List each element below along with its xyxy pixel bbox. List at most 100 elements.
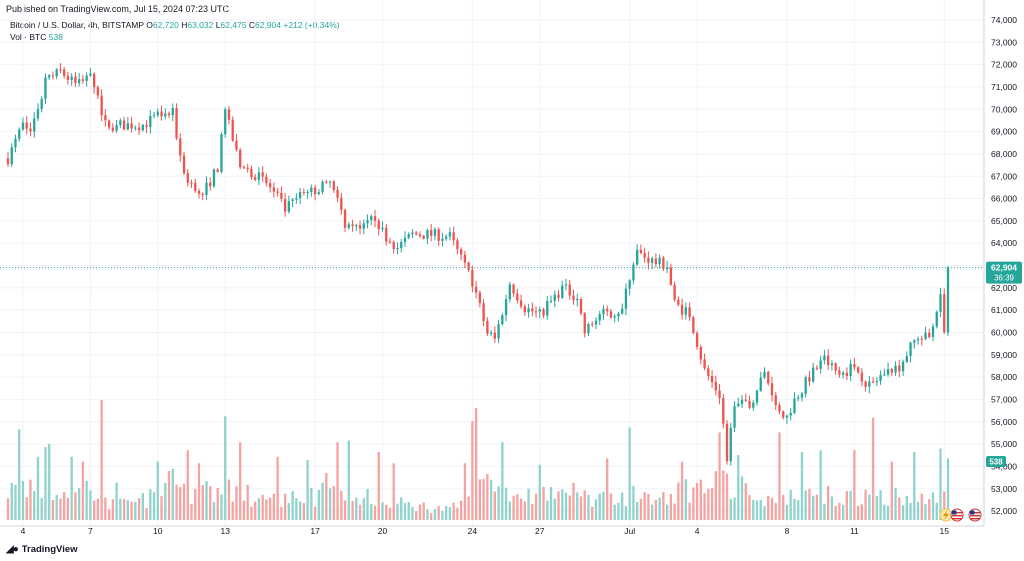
volume-bar (707, 488, 710, 520)
candle-body (890, 369, 893, 373)
open-value: 62,720 (152, 20, 179, 30)
volume-bar (883, 504, 886, 520)
volume-bar (160, 496, 163, 520)
candle-body (636, 249, 639, 265)
candle-body (295, 198, 298, 200)
volume-bar (452, 502, 455, 520)
candle-body (227, 109, 231, 120)
us-flag-icon[interactable] (968, 508, 982, 522)
candle-body (77, 79, 81, 84)
price-axis[interactable]: 52,00053,00054,00055,00056,00057,00058,0… (0, 0, 1017, 527)
us-flag-icon[interactable] (950, 508, 964, 522)
y-tick-label: 57,000 (991, 394, 1017, 404)
candle-body (579, 299, 583, 314)
event-icons[interactable] (939, 508, 982, 522)
volume-bar (265, 499, 268, 520)
volume-label[interactable]: Vol · BTC (10, 32, 47, 42)
volume-bar (85, 480, 88, 520)
y-tick-label: 59,000 (991, 350, 1017, 360)
volume-bar (474, 408, 478, 520)
candle-body (130, 123, 133, 129)
candle-body (868, 381, 871, 387)
volume-bar (426, 509, 429, 520)
volume-bar (347, 440, 350, 520)
volume-bar (943, 491, 946, 520)
volume-bar (448, 507, 452, 520)
volume-bar (886, 505, 890, 520)
candle-body (197, 190, 201, 194)
volume-bar (381, 502, 384, 520)
volume-bar (418, 504, 422, 520)
volume-bar (534, 493, 538, 520)
candle-body (871, 381, 875, 383)
volume-bar (486, 473, 489, 520)
candle-body (587, 324, 590, 334)
candle-body (557, 294, 560, 298)
volume-bar (336, 442, 339, 520)
volume-bar (268, 497, 272, 520)
candle-body (576, 299, 579, 301)
volume-bar (478, 479, 482, 520)
volume-bar (849, 490, 852, 520)
candle-body (613, 316, 616, 318)
volume-bar (636, 501, 639, 520)
tradingview-brand[interactable]: ◢● TradingView (6, 544, 78, 555)
candle-body (141, 124, 144, 131)
volume-bar (841, 504, 845, 520)
candle-body (137, 127, 141, 131)
volume-bar (916, 501, 920, 520)
volume-bar (81, 461, 85, 520)
candle-body (456, 240, 459, 250)
volume-bar (579, 496, 583, 520)
candle-body (561, 285, 564, 298)
symbol-name[interactable]: Bitcoin / U.S. Dollar, 4h, BITSTAMP (10, 20, 144, 30)
candle-body (321, 181, 324, 193)
volume-bar (111, 499, 115, 520)
candle-body (373, 216, 377, 221)
volume-bar (669, 493, 673, 520)
volume-bar (190, 504, 193, 520)
candle-body (564, 284, 568, 286)
candle-body (497, 324, 500, 339)
volume-bar (684, 479, 688, 520)
volume-bar (587, 494, 590, 520)
candle-body (186, 173, 189, 183)
change-value: +212 (+0.34%) (283, 20, 340, 30)
low-label: L (215, 20, 221, 30)
candle-body (789, 412, 792, 416)
y-tick-label: 66,000 (991, 194, 1017, 204)
candle-body (834, 363, 837, 371)
lightning-icon[interactable] (939, 508, 953, 522)
volume-bar (257, 498, 261, 520)
candle-body (44, 77, 47, 99)
volume-bar (714, 471, 717, 520)
volume-bar (782, 494, 785, 520)
candle-body (152, 115, 156, 117)
volume-bar (44, 447, 47, 520)
volume-bar (74, 492, 77, 520)
volume-bar (737, 455, 740, 520)
candle-body (126, 123, 130, 130)
volume-bar (549, 487, 553, 520)
open-label: O (146, 20, 153, 30)
volume-bar (725, 473, 729, 520)
candle-body (164, 113, 167, 117)
candle-body (845, 372, 849, 376)
candle-body (710, 376, 714, 383)
time-axis[interactable]: 4 7 10 13 17 20 24 27 Jul 4 8 11 15 (21, 526, 950, 536)
volume-bar (18, 429, 21, 520)
volume-bar (546, 500, 549, 520)
close-label: C (248, 20, 255, 30)
volume-bar (456, 507, 459, 520)
volume-bar (632, 486, 635, 520)
candle-body (572, 295, 575, 301)
candle-body (707, 368, 710, 377)
volume-bar (115, 482, 118, 520)
volume-bar (733, 497, 736, 520)
volume-bar (740, 476, 744, 520)
volume-bar (695, 483, 699, 520)
candle-body (598, 314, 601, 321)
candle-body (939, 294, 942, 312)
candle-body (624, 288, 628, 309)
